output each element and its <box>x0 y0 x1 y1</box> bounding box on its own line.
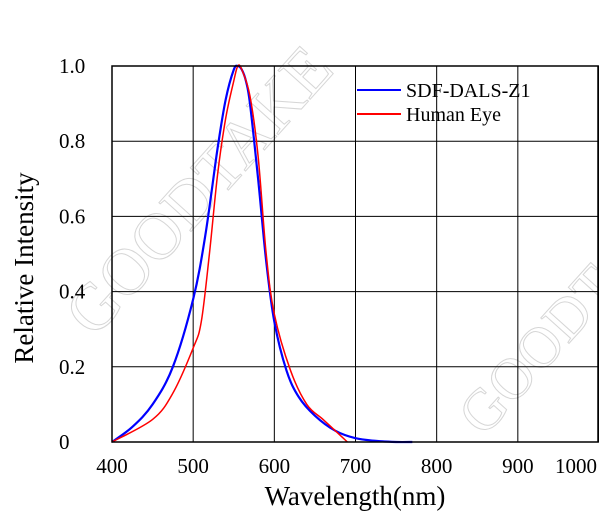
x-tick-label: 900 <box>502 454 534 478</box>
x-tick-label: 1000 <box>555 454 597 478</box>
legend-item: SDF-DALS-Z1 <box>357 80 530 102</box>
y-tick-label: 0.2 <box>59 355 85 379</box>
y-tick-label: 0.6 <box>59 204 85 228</box>
x-axis-label: Wavelength(nm) <box>265 481 446 511</box>
y-tick-label: 0.8 <box>59 129 85 153</box>
x-tick-label: 800 <box>421 454 453 478</box>
y-tick-label: 0.4 <box>59 280 86 304</box>
watermark-text: GOODTAKE <box>445 167 599 446</box>
plot-frame <box>111 65 599 443</box>
y-tick-labels: 0 0.2 0.4 0.6 0.8 1.0 <box>59 54 86 454</box>
y-tick-label: 1.0 <box>59 54 85 78</box>
y-axis-label: Relative Intensity <box>9 172 39 364</box>
legend-label: Human Eye <box>406 104 501 126</box>
x-tick-labels: 400 500 600 700 800 900 1000 <box>96 454 597 478</box>
x-tick-label: 700 <box>340 454 372 478</box>
x-tick-label: 600 <box>259 454 291 478</box>
y-tick-label: 0 <box>59 430 70 454</box>
legend-label: SDF-DALS-Z1 <box>406 80 530 102</box>
watermark-text: GOODTAKE <box>51 32 347 349</box>
x-tick-label: 400 <box>96 454 128 478</box>
x-tick-label: 500 <box>177 454 209 478</box>
legend-item: Human Eye <box>357 104 501 126</box>
